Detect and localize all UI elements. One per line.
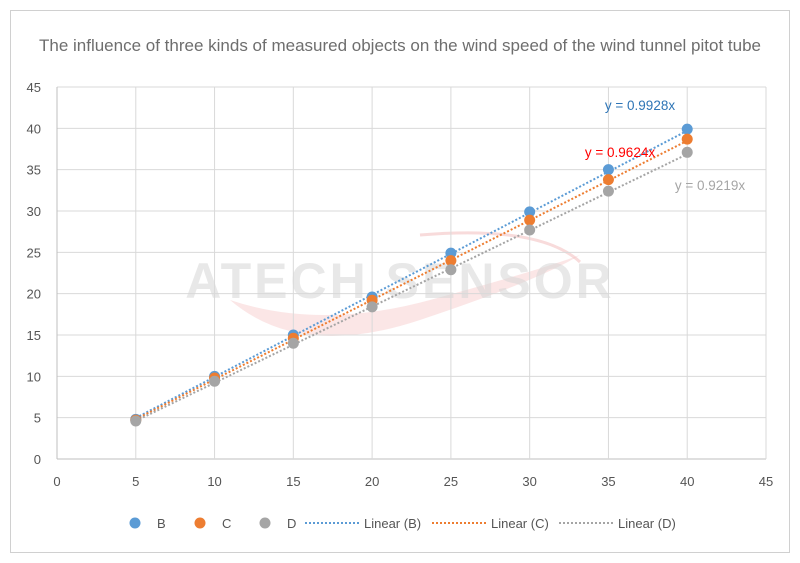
trendline-equation-B: y = 0.9928x [605, 98, 675, 113]
y-tick-label: 15 [27, 328, 41, 343]
legend: B C D Linear (B) Linear (C) Linear (D) [129, 516, 676, 531]
x-tick-label: 30 [522, 474, 536, 489]
data-point-B [602, 164, 614, 176]
legend-label-D: D [287, 516, 296, 531]
data-point-C [445, 255, 457, 267]
y-tick-label: 20 [27, 287, 41, 302]
y-tick-label: 10 [27, 369, 41, 384]
y-tick-label: 35 [27, 163, 41, 178]
y-tick-label: 25 [27, 245, 41, 260]
y-tick-label: 0 [34, 452, 41, 467]
y-tick-label: 40 [27, 121, 41, 136]
data-point-C [524, 214, 536, 226]
equations-layer: y = 0.9928x y = 0.9624x y = 0.9219x [585, 98, 745, 193]
data-point-C [681, 133, 693, 145]
axes-layer: 0 5 10 15 20 25 30 35 40 45 0 5 10 15 20 25 30 35 40 45 [27, 80, 774, 489]
data-point-D [209, 375, 221, 387]
data-point-D [445, 264, 457, 276]
data-point-D [602, 185, 614, 197]
chart-title: The influence of three kinds of measured… [38, 36, 762, 55]
legend-marker-D [259, 517, 271, 529]
data-point-C [602, 174, 614, 186]
x-tick-label: 35 [601, 474, 615, 489]
y-tick-label: 5 [34, 411, 41, 426]
watermark-swoosh [230, 255, 580, 336]
data-point-B [681, 123, 693, 135]
data-point-D [681, 146, 693, 158]
trendline-C [135, 139, 688, 421]
legend-label-B: B [157, 516, 166, 531]
grid-layer [56, 86, 767, 460]
x-tick-label: 15 [286, 474, 300, 489]
trendline-equation-D: y = 0.9219x [675, 178, 745, 193]
legend-label-C: C [222, 516, 231, 531]
x-tick-label: 5 [132, 474, 139, 489]
y-tick-label: 45 [27, 80, 41, 95]
x-tick-label: 25 [444, 474, 458, 489]
data-point-D [524, 224, 536, 236]
trendlines-layer [135, 129, 688, 422]
y-tick-label: 30 [27, 204, 41, 219]
watermark-layer: ATECH SENSOR [185, 231, 612, 336]
x-tick-label: 40 [680, 474, 694, 489]
chart-frame [10, 10, 790, 553]
legend-trendline-label-B: Linear (B) [364, 516, 421, 531]
data-point-D [366, 301, 378, 313]
x-tick-label: 45 [759, 474, 773, 489]
x-tick-label: 0 [53, 474, 60, 489]
legend-marker-B [129, 517, 141, 529]
watermark-arc [419, 231, 582, 264]
legend-marker-C [194, 517, 206, 529]
points-layer [130, 123, 693, 427]
data-point-D [130, 415, 142, 427]
legend-trendline-label-C: Linear (C) [491, 516, 549, 531]
data-point-B [524, 206, 536, 218]
legend-trendline-label-D: Linear (D) [618, 516, 676, 531]
data-point-D [287, 337, 299, 349]
x-tick-label: 10 [207, 474, 221, 489]
trendline-equation-C: y = 0.9624x [585, 145, 655, 160]
x-tick-label: 20 [365, 474, 379, 489]
